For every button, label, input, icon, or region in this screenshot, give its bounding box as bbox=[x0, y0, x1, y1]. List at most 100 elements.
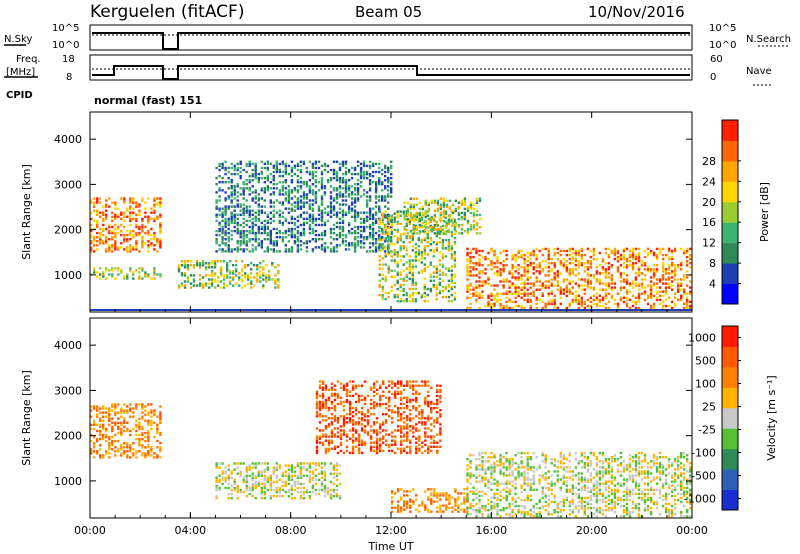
echo-cell bbox=[260, 160, 263, 163]
echo-cell bbox=[120, 407, 123, 410]
echo-cell bbox=[400, 451, 403, 455]
echo-cell bbox=[344, 189, 348, 192]
echo-cell bbox=[478, 262, 481, 265]
echo-cell bbox=[658, 298, 662, 302]
echo-cell bbox=[683, 306, 686, 310]
echo-cell bbox=[302, 227, 306, 231]
echo-cell bbox=[332, 160, 336, 163]
echo-cell bbox=[320, 480, 324, 484]
echo-cell bbox=[667, 249, 671, 253]
echo-cell bbox=[329, 492, 333, 496]
echo-cell bbox=[262, 274, 265, 277]
echo-cell bbox=[402, 247, 405, 250]
echo-cell bbox=[604, 247, 608, 251]
echo-cell bbox=[245, 474, 248, 477]
echo-cell bbox=[362, 160, 366, 163]
echo-cell bbox=[330, 394, 334, 398]
echo-cell bbox=[387, 265, 390, 268]
echo-cell bbox=[438, 277, 442, 280]
echo-cell bbox=[324, 400, 328, 404]
echo-cell bbox=[222, 278, 226, 281]
colorbar-swatch bbox=[722, 242, 738, 264]
echo-cell bbox=[359, 195, 363, 198]
echo-cell bbox=[221, 166, 224, 170]
echo-cell bbox=[347, 179, 351, 182]
echo-cell bbox=[320, 217, 324, 221]
echo-cell bbox=[114, 201, 117, 204]
echo-cell bbox=[655, 282, 659, 285]
echo-cell bbox=[224, 217, 227, 221]
echo-cell bbox=[436, 199, 440, 202]
echo-cell bbox=[496, 274, 499, 277]
echo-cell bbox=[406, 217, 409, 221]
echo-cell bbox=[439, 388, 442, 391]
echo-cell bbox=[111, 246, 114, 249]
echo-cell bbox=[424, 506, 427, 509]
echo-cell bbox=[344, 185, 348, 188]
echo-cell bbox=[384, 236, 387, 240]
echo-cell bbox=[218, 221, 221, 225]
echo-cell bbox=[102, 425, 105, 429]
echo-cell bbox=[257, 205, 260, 208]
echo-cell bbox=[670, 270, 674, 273]
echo-cell bbox=[327, 388, 331, 391]
echo-cell bbox=[233, 187, 236, 190]
echo-cell bbox=[239, 187, 242, 190]
echo-cell bbox=[379, 425, 382, 428]
echo-cell bbox=[384, 216, 387, 219]
echo-cell bbox=[195, 264, 199, 267]
echo-cell bbox=[245, 233, 248, 237]
echo-cell bbox=[439, 498, 442, 501]
echo-cell bbox=[559, 264, 562, 267]
echo-cell bbox=[433, 406, 436, 410]
echo-cell bbox=[265, 280, 268, 283]
echo-cell bbox=[248, 486, 251, 490]
echo-cell bbox=[469, 224, 473, 227]
echo-cell bbox=[339, 437, 343, 440]
echo-cell bbox=[634, 302, 638, 306]
echo-cell bbox=[616, 302, 620, 306]
echo-cell bbox=[436, 500, 439, 503]
echo-cell bbox=[93, 240, 96, 243]
echo-cell bbox=[643, 262, 647, 265]
echo-cell bbox=[218, 248, 221, 251]
echo-cell bbox=[93, 450, 96, 453]
echo-cell bbox=[342, 386, 346, 389]
echo-cell bbox=[637, 257, 641, 261]
echo-cell bbox=[553, 276, 556, 279]
echo-cell bbox=[144, 435, 147, 439]
echo-cell bbox=[405, 293, 408, 297]
echo-cell bbox=[117, 231, 120, 235]
echo-cell bbox=[523, 286, 526, 289]
echo-cell bbox=[438, 236, 442, 240]
echo-cell bbox=[385, 386, 388, 389]
echo-cell bbox=[281, 162, 284, 166]
echo-cell bbox=[574, 300, 577, 304]
echo-cell bbox=[356, 227, 360, 231]
echo-cell bbox=[463, 211, 467, 215]
echo-cell bbox=[215, 238, 218, 241]
echo-cell bbox=[287, 240, 291, 243]
echo-cell bbox=[381, 212, 384, 215]
echo-cell bbox=[478, 213, 482, 217]
echo-cell bbox=[397, 506, 400, 509]
colorbar-tick-label: 8 bbox=[709, 257, 716, 270]
echo-cell bbox=[571, 247, 574, 251]
echo-cell bbox=[689, 257, 692, 261]
echo-cell bbox=[296, 480, 300, 484]
echo-cell bbox=[314, 160, 318, 163]
echo-cell bbox=[399, 300, 402, 303]
echo-cell bbox=[99, 407, 102, 410]
echo-cell bbox=[625, 260, 629, 263]
echo-cell bbox=[374, 191, 378, 194]
echo-cell bbox=[372, 413, 376, 416]
echo-cell bbox=[415, 390, 418, 393]
echo-cell bbox=[378, 233, 381, 237]
echo-cell bbox=[356, 164, 360, 168]
echo-cell bbox=[126, 246, 129, 249]
y-tick-label: 4000 bbox=[54, 133, 82, 146]
echo-cell bbox=[327, 423, 331, 426]
echo-cell bbox=[323, 223, 327, 227]
echo-cell bbox=[444, 238, 448, 242]
echo-cell bbox=[359, 181, 363, 184]
